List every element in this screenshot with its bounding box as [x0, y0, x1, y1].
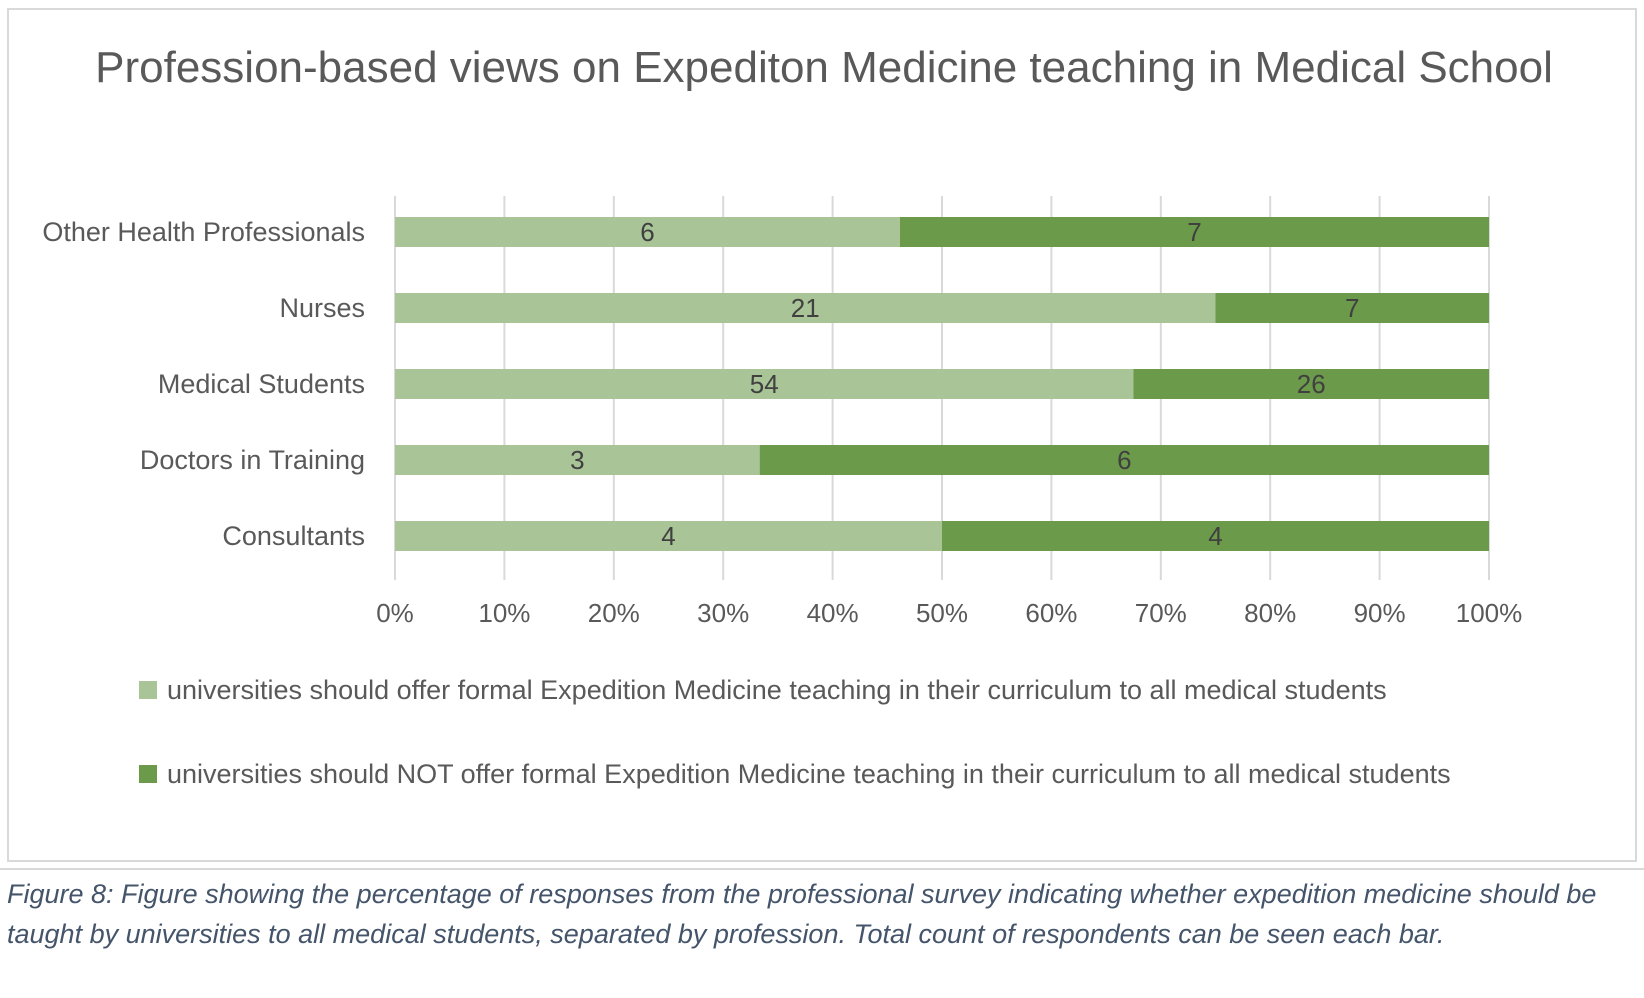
- figure-caption-box: Figure 8: Figure showing the percentage …: [0, 868, 1644, 998]
- data-label: 4: [1208, 521, 1222, 551]
- bar-segment: [395, 293, 1216, 323]
- data-label: 7: [1345, 293, 1359, 323]
- data-label: 6: [1117, 445, 1131, 475]
- legend-label-offer: universities should offer formal Expedit…: [167, 675, 1387, 705]
- category-label: Nurses: [279, 293, 365, 323]
- x-tick-label: 70%: [1135, 598, 1187, 628]
- chart-title: Profession-based views on Expediton Medi…: [95, 43, 1553, 92]
- figure-caption: Figure 8: Figure showing the percentage …: [7, 879, 1597, 949]
- bar-segment: [395, 521, 942, 551]
- x-tick-label: 100%: [1456, 598, 1523, 628]
- x-tick-label: 50%: [916, 598, 968, 628]
- bar-segment: [395, 369, 1134, 399]
- x-tick-label: 80%: [1244, 598, 1296, 628]
- bar-chart: 0% 10% 20% 30% 40% 50% 60% 70% 80% 90% 100% Other H…: [42, 196, 1523, 628]
- x-tick-label: 60%: [1025, 598, 1077, 628]
- data-label: 4: [661, 521, 675, 551]
- x-tick-label: 20%: [588, 598, 640, 628]
- x-tick-label: 10%: [478, 598, 530, 628]
- x-tick-label: 0%: [376, 598, 414, 628]
- legend-swatch-not-offer: [139, 765, 157, 783]
- category-label: Consultants: [222, 521, 365, 551]
- data-label: 26: [1297, 369, 1326, 399]
- category-label: Doctors in Training: [140, 445, 365, 475]
- bar-segment: [759, 445, 1489, 475]
- bar-segment: [1133, 369, 1489, 399]
- bar-segment: [1215, 293, 1489, 323]
- data-label: 54: [750, 369, 779, 399]
- category-label: Other Health Professionals: [42, 217, 365, 247]
- legend-swatch-offer: [139, 681, 157, 699]
- legend-label-not-offer: universities should NOT offer formal Exp…: [167, 759, 1451, 789]
- category-label: Medical Students: [158, 369, 365, 399]
- data-label: 21: [791, 293, 820, 323]
- data-label: 7: [1187, 217, 1201, 247]
- x-tick-label: 30%: [697, 598, 749, 628]
- bar-segment: [942, 521, 1489, 551]
- x-tick-label: 90%: [1354, 598, 1406, 628]
- bar-segment: [395, 217, 900, 247]
- chart-frame: Profession-based views on Expediton Medi…: [7, 8, 1637, 862]
- legend-item-not-offer: universities should NOT offer formal Exp…: [139, 754, 1487, 794]
- data-label: 3: [570, 445, 584, 475]
- legend-item-offer: universities should offer formal Expedit…: [139, 670, 1487, 710]
- bar-segment: [395, 445, 760, 475]
- data-label: 6: [640, 217, 654, 247]
- x-tick-label: 40%: [807, 598, 859, 628]
- bar-segment: [899, 217, 1489, 247]
